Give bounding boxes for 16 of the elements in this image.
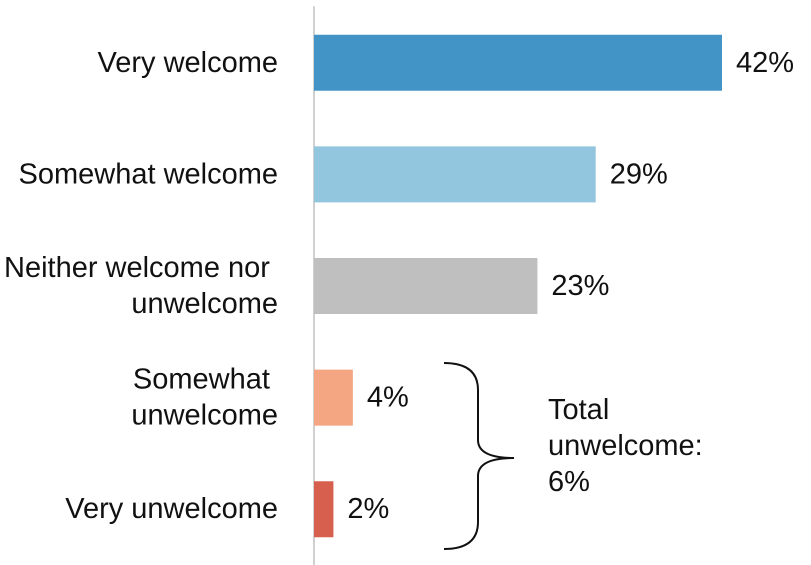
bar xyxy=(314,370,353,426)
annotation: Total unwelcome: 6% xyxy=(548,393,704,500)
y-tick-label: Somewhat unwelcome xyxy=(131,364,278,432)
y-tick-label: Neither welcome nor unwelcome xyxy=(4,252,278,320)
y-tick-label: Somewhat welcome xyxy=(18,158,278,190)
bar xyxy=(314,258,538,314)
data-label: 4% xyxy=(366,382,409,414)
data-label: 29% xyxy=(610,158,668,190)
bar xyxy=(314,34,722,91)
y-tick-label: Very welcome xyxy=(97,46,278,79)
data-label: 2% xyxy=(347,493,390,526)
data-label: 23% xyxy=(551,270,610,302)
bar xyxy=(314,146,596,202)
bar xyxy=(314,481,334,538)
y-tick-label: Very unwelcome xyxy=(65,493,278,526)
data-label: 42% xyxy=(736,46,794,79)
